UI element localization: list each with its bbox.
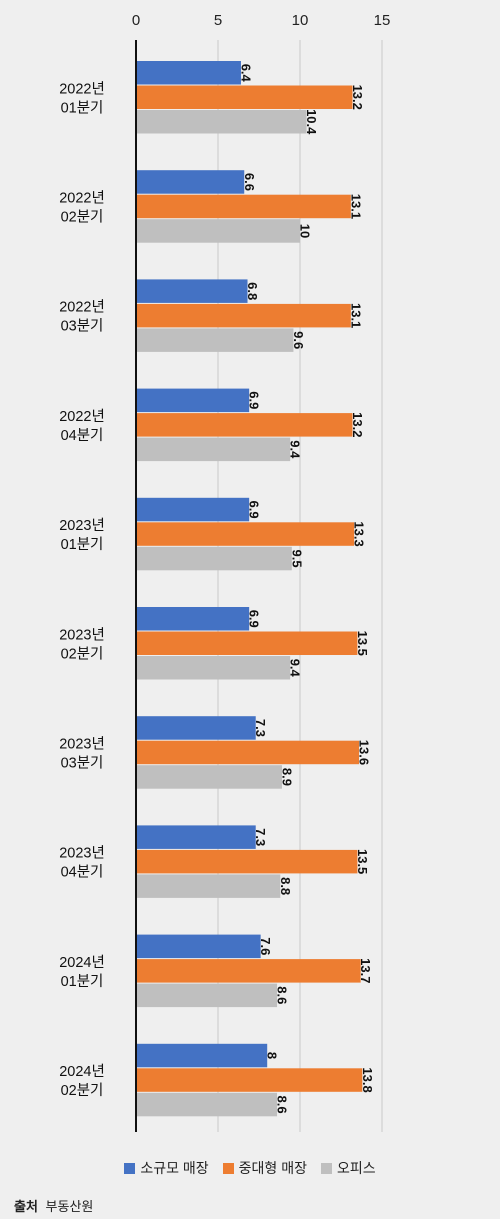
data-label: 6.4 (238, 64, 253, 83)
data-label: 9.4 (288, 659, 303, 678)
bar (136, 303, 351, 328)
bar (136, 716, 256, 740)
bar (136, 388, 250, 413)
legend-item-office: 오피스 (320, 1158, 376, 1178)
bar (136, 959, 361, 983)
bar (136, 765, 282, 789)
bar (136, 607, 250, 631)
category-label-year: 2022년 (59, 408, 105, 425)
bar (136, 437, 291, 462)
category-label-year: 2023년 (59, 517, 105, 534)
x-tick-label: 10 (292, 12, 309, 29)
bar (136, 631, 358, 655)
x-tick-label: 15 (374, 12, 391, 29)
legend-swatch-small-stores (124, 1162, 136, 1174)
bar (136, 1043, 268, 1068)
bar (136, 497, 250, 522)
category-label-quarter: 03분기 (61, 318, 104, 335)
category-label-quarter: 04분기 (61, 427, 104, 444)
data-label: 9.6 (291, 331, 306, 349)
data-label: 8.6 (275, 986, 290, 1004)
legend-swatch-mid-large-stores (222, 1162, 234, 1174)
data-label: 13.2 (350, 85, 365, 110)
category-label-year: 2024년 (59, 954, 105, 971)
bar (136, 983, 278, 1008)
category-label-quarter: 01분기 (61, 536, 104, 553)
category-label-quarter: 02분기 (61, 645, 104, 662)
data-label: 8 (265, 1052, 280, 1059)
bar (136, 413, 353, 437)
bar (136, 849, 358, 874)
bar (136, 279, 248, 303)
data-label: 6.6 (242, 173, 257, 191)
bar (136, 934, 261, 959)
data-label: 7.3 (253, 828, 268, 846)
category-label-quarter: 02분기 (61, 1082, 104, 1099)
x-tick-label: 5 (214, 12, 222, 29)
data-label: 13.6 (357, 740, 372, 765)
bar (136, 61, 241, 85)
bar (136, 1092, 278, 1117)
bar (136, 110, 307, 134)
bar (136, 740, 360, 765)
bar-chart: 0 5 10 15 2022년 01분기 6.4 13.2 10.4 2022년 02분기 6.6 13… (59, 12, 391, 1132)
bar (136, 85, 353, 109)
data-label: 10 (298, 224, 313, 238)
source-note: 출처 부동산원 (14, 1196, 93, 1215)
category-label-quarter: 02분기 (61, 208, 104, 225)
data-label: 7.6 (258, 937, 273, 955)
data-label: 6.9 (247, 610, 262, 628)
data-label: 9.5 (289, 550, 304, 568)
data-label: 9.4 (288, 440, 303, 459)
category-label-year: 2024년 (59, 1063, 105, 1080)
data-label: 13.2 (350, 412, 365, 437)
data-label: 6.9 (247, 391, 262, 409)
legend-label-mid-large-stores: 중대형 매장 (238, 1160, 307, 1176)
data-label: 13.7 (358, 958, 373, 983)
legend-label-small-stores: 소규모 매장 (140, 1160, 209, 1176)
source-label: 출처 (14, 1199, 38, 1214)
data-label: 8.8 (278, 877, 293, 895)
chart-legend: 소규모 매장 중대형 매장 오피스 (0, 1158, 500, 1178)
category-label-quarter: 03분기 (61, 754, 104, 771)
bar (136, 874, 281, 898)
bar (136, 328, 294, 352)
data-label: 13.5 (355, 631, 370, 656)
bar (136, 522, 355, 546)
bar (136, 1068, 363, 1092)
data-label: 13.3 (352, 521, 367, 546)
category-label-quarter: 01분기 (61, 99, 104, 116)
x-tick-label: 0 (132, 12, 140, 29)
data-label: 13.5 (355, 849, 370, 874)
category-label-quarter: 01분기 (61, 973, 104, 990)
data-label: 8.9 (279, 768, 294, 786)
data-label: 13.1 (348, 194, 363, 219)
category-label-year: 2023년 (59, 626, 105, 643)
bar (136, 546, 292, 571)
legend-item-small-stores: 소규모 매장 (124, 1158, 209, 1178)
data-label: 13.1 (348, 303, 363, 328)
bar (136, 656, 291, 680)
bar (136, 170, 245, 194)
legend-item-mid-large-stores: 중대형 매장 (222, 1158, 307, 1178)
category-label-year: 2023년 (59, 735, 105, 752)
legend-swatch-office (320, 1162, 332, 1174)
category-label-year: 2022년 (59, 299, 105, 316)
data-label: 7.3 (253, 719, 268, 737)
data-label: 6.9 (247, 501, 262, 519)
category-label-quarter: 04분기 (61, 864, 104, 881)
data-label: 6.8 (245, 282, 260, 300)
data-label: 8.6 (275, 1096, 290, 1114)
bar (136, 825, 256, 849)
legend-label-office: 오피스 (336, 1160, 376, 1176)
data-label: 10.4 (304, 109, 319, 135)
category-label-year: 2023년 (59, 845, 105, 862)
bar (136, 219, 300, 243)
data-label: 13.8 (360, 1067, 375, 1092)
source-text: 부동산원 (45, 1199, 94, 1214)
category-label-year: 2022년 (59, 80, 105, 97)
bar (136, 194, 351, 219)
category-label-year: 2022년 (59, 189, 105, 206)
